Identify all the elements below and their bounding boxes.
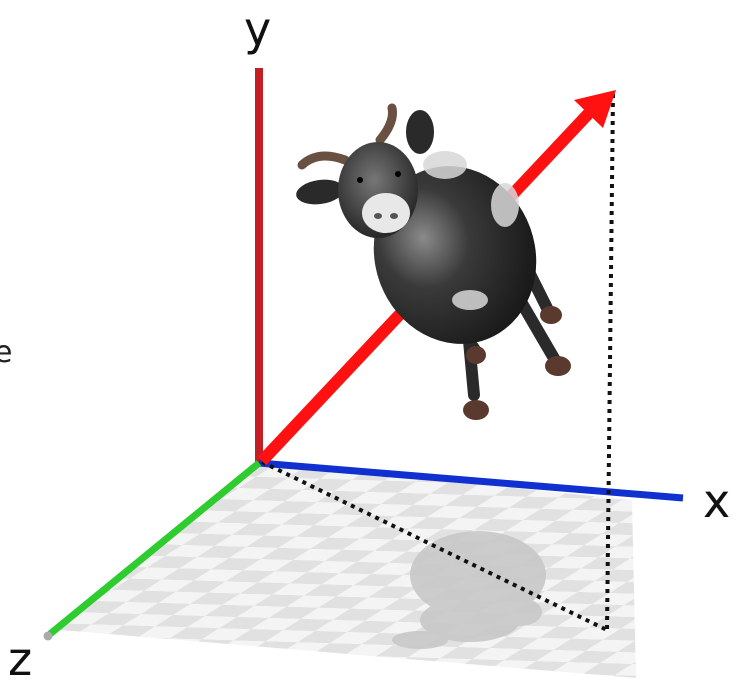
z-axis-end-cap [44, 632, 53, 641]
x-axis-label: x [703, 478, 730, 524]
cropped-edge-glyph: e [0, 335, 12, 370]
y-axis-label: y [244, 6, 271, 52]
checkered-floor [60, 462, 636, 678]
cow-icon [295, 108, 571, 420]
z-axis-label: z [8, 636, 32, 682]
